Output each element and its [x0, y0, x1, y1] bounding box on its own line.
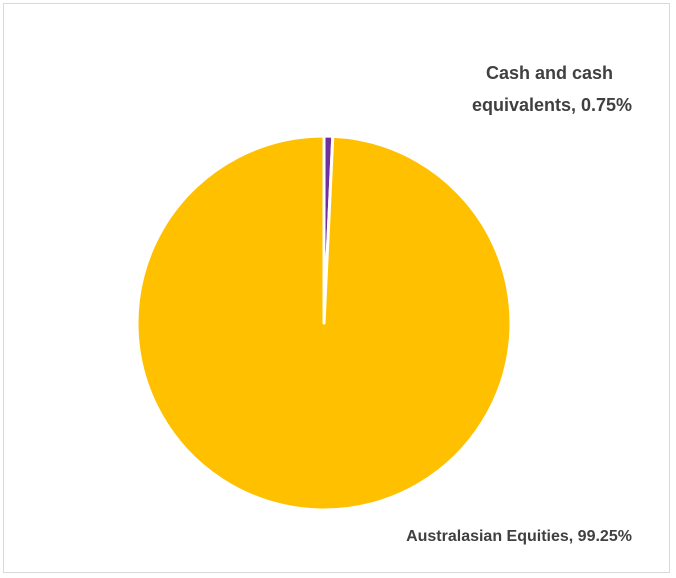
pie-slices [135, 134, 513, 512]
label-cash-line-1: Cash and cash [486, 63, 613, 83]
label-australasian-equities: Australasian Equities, 99.25% [406, 528, 632, 545]
label-cash-line-2: equivalents, 0.75% [472, 95, 632, 115]
label-cash: Cash and cash equivalents, 0.75% [472, 63, 632, 115]
pie-slice-australasian-equities [135, 134, 513, 512]
